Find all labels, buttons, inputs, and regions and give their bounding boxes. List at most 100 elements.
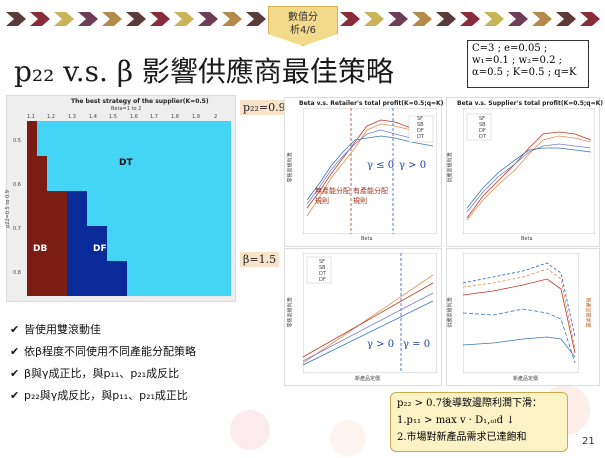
chevron-icon bbox=[54, 12, 74, 26]
heatmap-db-region bbox=[47, 191, 67, 296]
bullet-text: β與γ成正比，與p₁₁、p₂₁成反比 bbox=[24, 367, 180, 380]
bullet-text: 依β程度不同使用不同產能分配策略 bbox=[24, 345, 197, 358]
chevron-icon bbox=[532, 12, 552, 26]
list-item: ✔ 皆使用雙滾動佳 bbox=[10, 318, 196, 340]
price-retailer-xlabel: 新產品定價 bbox=[355, 376, 381, 382]
chevron-icon bbox=[388, 12, 408, 26]
chevron-icon bbox=[6, 12, 26, 26]
supplier-chart-xlabel: Beta bbox=[521, 236, 533, 242]
retailer-chart-title: Beta v.s. Retailer's total profit(K=0.5;… bbox=[299, 100, 444, 107]
chevron-icon bbox=[364, 12, 384, 26]
heatmap-df-region bbox=[67, 191, 127, 296]
heatmap-ytick: 0.8 bbox=[13, 270, 21, 276]
retailer-legend-item: SB bbox=[417, 122, 424, 128]
heatmap-xtick: 1.7 bbox=[150, 114, 158, 120]
chevron-icon bbox=[30, 12, 50, 26]
price-supplier-ylabel: 供應商總利潤 bbox=[447, 297, 454, 328]
heatmap-xtick: 1.2 bbox=[47, 114, 55, 120]
heatmap-xtick: 1.5 bbox=[109, 114, 117, 120]
heatmap-db-region bbox=[27, 191, 47, 296]
heatmap-db-region bbox=[27, 121, 47, 191]
param-line3: α=0.5 ; K=0.5 ; q=K bbox=[472, 67, 577, 78]
chevron-icon bbox=[460, 12, 480, 26]
retailer-profit-chart: Beta v.s. Retailer's total profit(K=0.5;… bbox=[284, 97, 444, 247]
supplier-legend-item: DT bbox=[479, 134, 486, 140]
check-icon: ✔ bbox=[10, 344, 20, 358]
price-supplier-chart: 供應商總利潤 新產品需求量 新產品定價 bbox=[446, 248, 600, 386]
chevron-icon bbox=[508, 12, 528, 26]
page-number: 21 bbox=[582, 436, 595, 447]
chevron-icon bbox=[580, 12, 600, 26]
chevron-icon bbox=[246, 12, 266, 26]
price-retailer-legend-item: DF bbox=[319, 277, 326, 283]
strategy-heatmap-panel: The best strategy of the supplier(K=0.5)… bbox=[4, 95, 236, 302]
list-item: ✔ 依β程度不同使用不同產能分配策略 bbox=[10, 340, 196, 362]
list-item: ✔ β與γ成正比，與p₁₁、p₂₁成反比 bbox=[10, 362, 196, 384]
heatmap-xtick: 1.6 bbox=[130, 114, 138, 120]
heatmap-subtitle: Beta=1 to 2 bbox=[111, 106, 142, 112]
decor-circle bbox=[230, 410, 270, 450]
chevron-icon bbox=[484, 12, 504, 26]
price-retailer-svg bbox=[303, 253, 437, 373]
heatmap-xtick: 1.8 bbox=[171, 114, 179, 120]
price-supplier-xlabel: 新產品定價 bbox=[513, 376, 539, 382]
supplier-chart-svg bbox=[463, 108, 595, 234]
parameter-box: C=3 ; e=0.05 ; w₁=0.1 ; w₂=0.2 ; α=0.5 ;… bbox=[467, 40, 589, 88]
check-icon: ✔ bbox=[10, 388, 20, 402]
supplier-legend-item: DF bbox=[479, 128, 486, 134]
chevron-icon bbox=[436, 12, 456, 26]
chevron-icon bbox=[556, 12, 576, 26]
heatmap-xtick: 1.3 bbox=[68, 114, 76, 120]
check-icon: ✔ bbox=[10, 366, 20, 380]
badge-line1: 數值分 bbox=[288, 12, 318, 23]
heatmap-ytick: 0.6 bbox=[13, 182, 21, 188]
supplier-chart-title: Beta v.s. Supplier's total profit(K=0.5;… bbox=[457, 100, 604, 107]
section-badge: 數值分 析4/6 bbox=[268, 6, 338, 46]
supplier-legend-item: SB bbox=[479, 122, 486, 128]
price-supplier-ylabel2: 新產品需求量 bbox=[584, 297, 591, 328]
heatmap-ytick: 0.7 bbox=[13, 226, 21, 232]
supplier-chart-ylabel: 供應商總利潤 bbox=[447, 152, 454, 183]
retailer-annotation-gamma-gt: γ > 0 bbox=[399, 160, 427, 171]
chevron-icon bbox=[340, 12, 360, 26]
chevron-icon bbox=[126, 12, 146, 26]
insight-note: p₂₂ > 0.7後導致邊際利潤下滑： 1.p₁₁ > max v · D₁,ₒ… bbox=[390, 392, 568, 452]
heatmap-title: The best strategy of the supplier(K=0.5) bbox=[71, 98, 209, 105]
price-annotation-gamma-gt: γ > 0 bbox=[367, 339, 395, 350]
bullet-text: p₂₂與γ成反比，與p₁₁、p₂₁成正比 bbox=[24, 389, 188, 402]
supplier-legend-item: SF bbox=[479, 116, 486, 122]
param-line1: C=3 ; e=0.05 ; bbox=[472, 43, 548, 54]
heatmap-df-label: DF bbox=[93, 244, 107, 254]
heatmap-xtick: 1.9 bbox=[192, 114, 200, 120]
price-annotation-gamma-eq: γ = 0 bbox=[403, 339, 431, 350]
note-line3: 2.市場對新產品需求已達飽和 bbox=[397, 432, 527, 443]
retailer-chart-svg bbox=[303, 108, 437, 234]
check-icon: ✔ bbox=[10, 322, 20, 336]
conclusion-list: ✔ 皆使用雙滾動佳 ✔ 依β程度不同使用不同產能分配策略 ✔ β與γ成正比，與p₁₁、… bbox=[10, 318, 196, 406]
retailer-chart-ylabel: 零售商總利潤 bbox=[287, 152, 294, 183]
note-line1: p₂₂ > 0.7後導致邊際利潤下滑： bbox=[397, 398, 543, 409]
heatmap-xtick: 1.1 bbox=[27, 114, 35, 120]
retailer-legend-item: SF bbox=[417, 116, 424, 122]
chevron-icon bbox=[222, 12, 242, 26]
supplier-profit-chart: Beta v.s. Supplier's total profit(K=0.5;… bbox=[446, 97, 604, 247]
heatmap-dt-label: DT bbox=[119, 158, 133, 168]
price-retailer-legend-item: SB bbox=[319, 265, 326, 271]
price-supplier-svg bbox=[463, 253, 579, 373]
decor-circle bbox=[330, 420, 366, 456]
p22-label: p₂₂=0.9 bbox=[240, 100, 289, 115]
list-item: ✔ p₂₂與γ成反比，與p₁₁、p₂₁成正比 bbox=[10, 384, 196, 406]
chevron-icon bbox=[198, 12, 218, 26]
bullet-text: 皆使用雙滾動佳 bbox=[24, 323, 101, 336]
beta-label: β=1.5 bbox=[240, 252, 280, 267]
heatmap-plot bbox=[27, 121, 231, 296]
retailer-annotation-no-rule: 無產能分配規則 bbox=[315, 187, 350, 205]
chevron-icon bbox=[102, 12, 122, 26]
heatmap-ylabel: p22=0.5 to 0.9 bbox=[4, 190, 11, 228]
chevron-icon bbox=[78, 12, 98, 26]
heatmap-db-label: DB bbox=[33, 244, 48, 254]
heatmap-xtick: 1.4 bbox=[89, 114, 97, 120]
retailer-legend-item: DF bbox=[417, 128, 424, 134]
retailer-annotation-gamma-le: γ ≤ 0 bbox=[367, 160, 395, 171]
param-line2: w₁=0.1 ; w₂=0.2 ; bbox=[472, 55, 562, 66]
